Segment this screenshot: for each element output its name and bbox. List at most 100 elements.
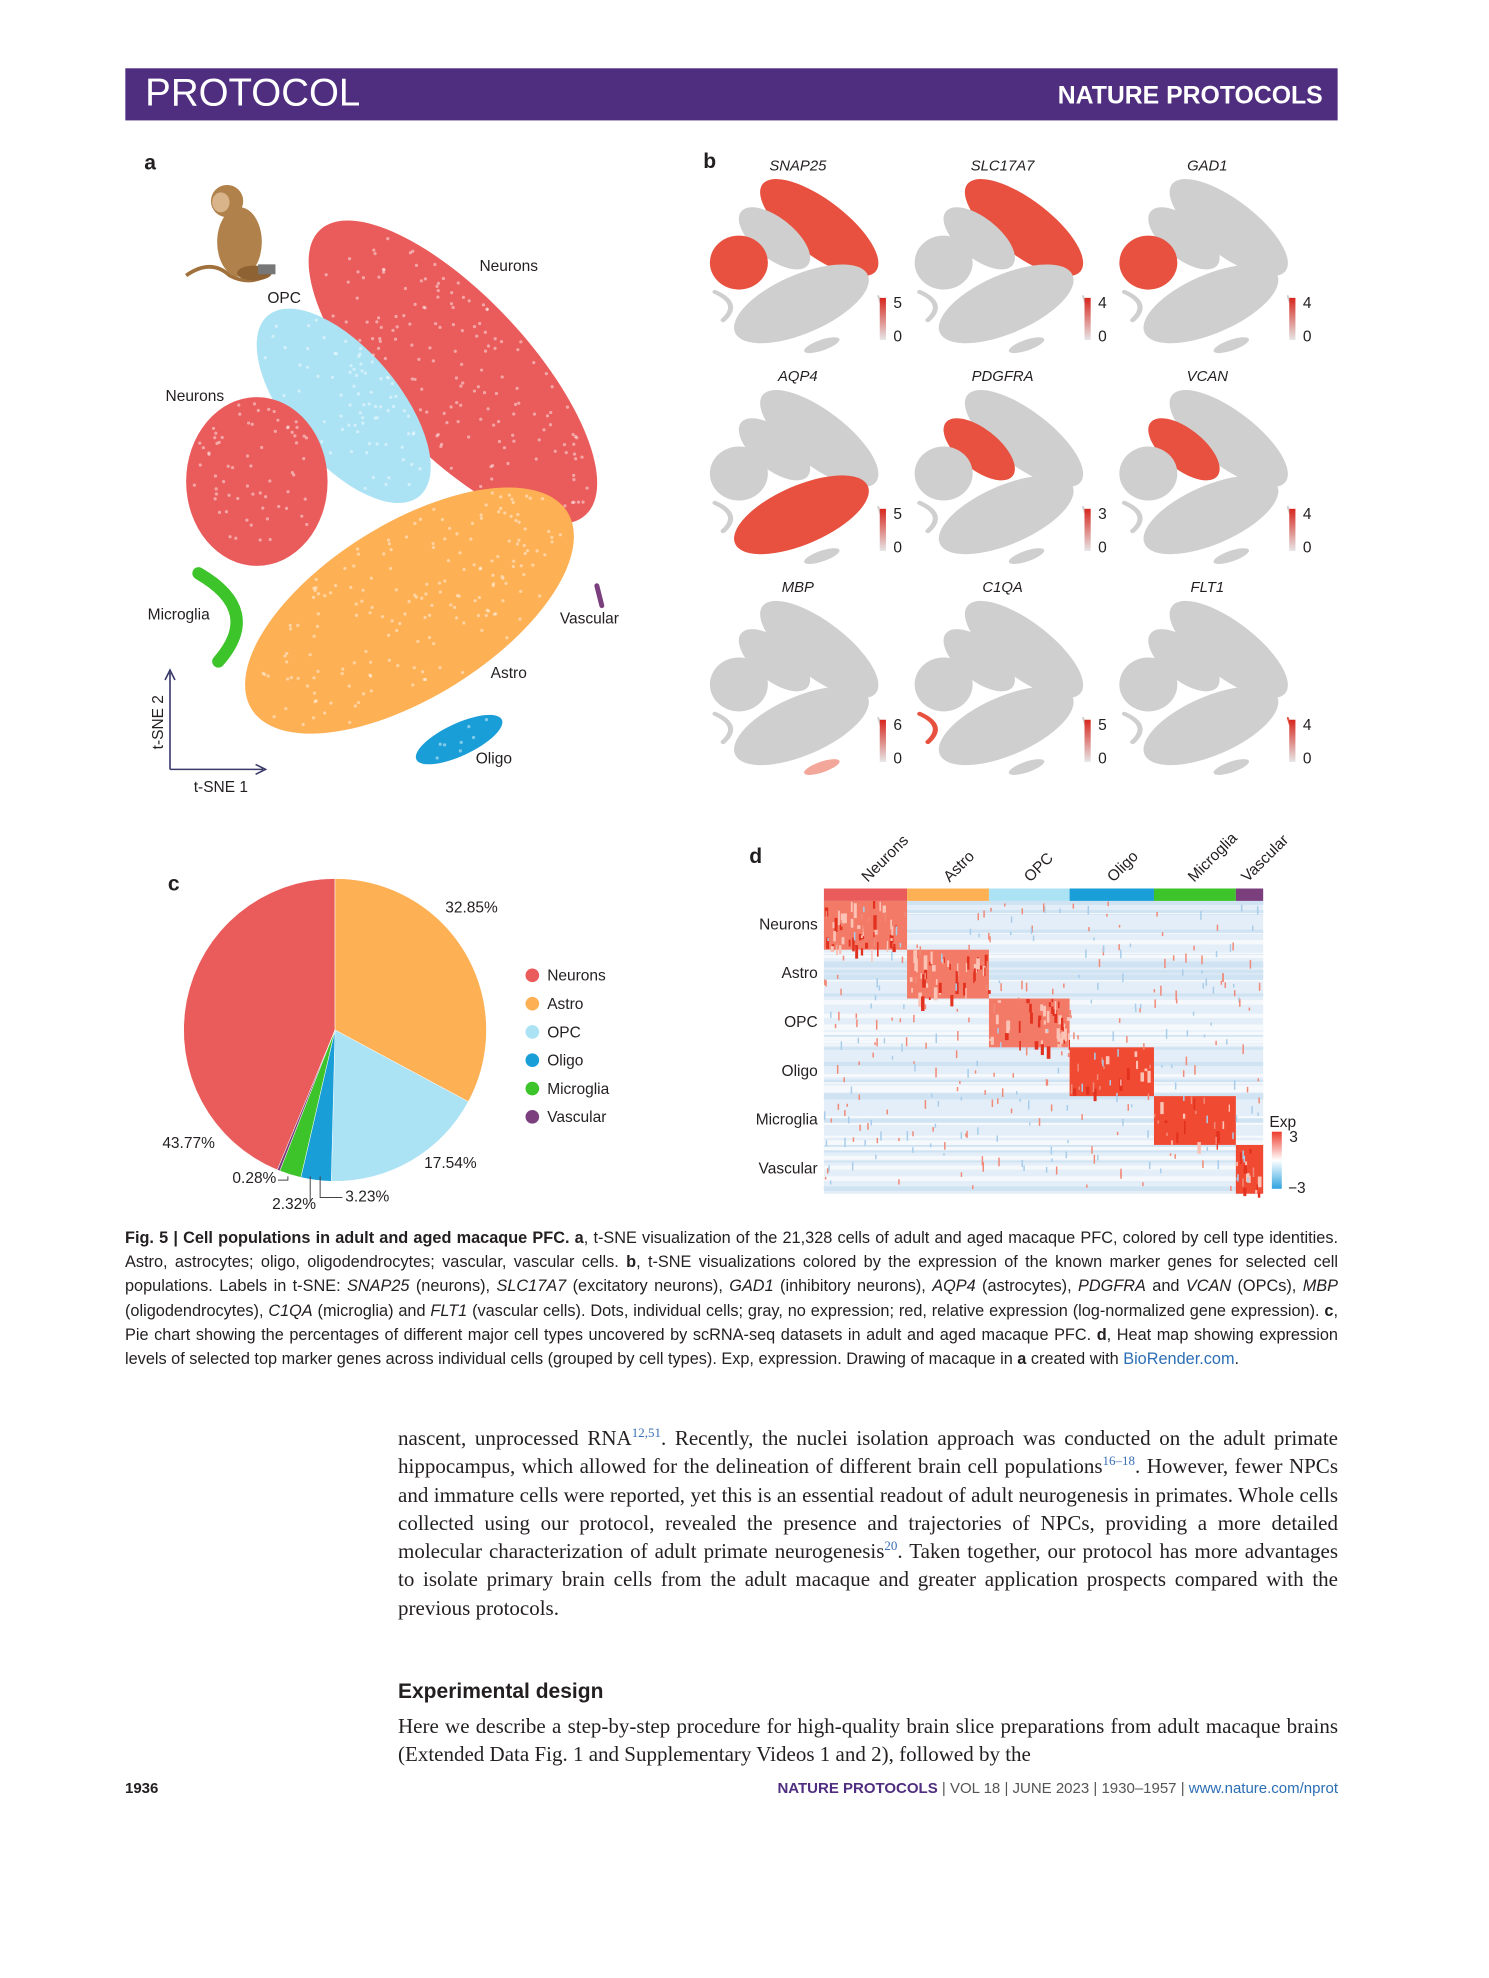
cell-cluster xyxy=(943,629,1015,692)
heatmap-texture xyxy=(1118,1018,1121,1023)
text-run: SLC17A7 xyxy=(496,1277,567,1296)
texture-dot xyxy=(414,263,419,267)
heatmap-texture xyxy=(835,945,839,956)
heatmap-texture xyxy=(1217,1160,1220,1170)
cell-cluster xyxy=(192,567,243,668)
heatmap-texture xyxy=(871,948,873,962)
heatmap-texture xyxy=(1045,1079,1048,1086)
texture-dot xyxy=(283,654,287,658)
heatmap-texture xyxy=(852,937,855,952)
cell-cluster xyxy=(760,389,879,488)
texture-dot xyxy=(565,405,570,409)
texture-dot xyxy=(497,510,501,514)
heatmap-texture xyxy=(1243,1187,1247,1197)
texture-dot xyxy=(354,613,359,617)
texture-dot xyxy=(436,281,441,286)
heatmap-texture xyxy=(1040,1004,1044,1011)
texture-dot xyxy=(423,677,428,682)
heatmap-texture xyxy=(1097,1154,1099,1161)
heatmap-texture xyxy=(1023,1165,1025,1171)
heatmap-texture xyxy=(848,939,851,947)
texture-dot xyxy=(455,401,459,405)
texture-dot xyxy=(407,599,411,604)
column-band xyxy=(988,888,1070,901)
figure-caption: Fig. 5 | Cell populations in adult and a… xyxy=(125,1226,1338,1371)
texture-dot xyxy=(353,423,357,427)
texture-dot xyxy=(292,473,296,477)
cell-cluster xyxy=(709,446,768,501)
heatmap-texture xyxy=(1175,998,1178,1004)
texture-dot xyxy=(385,375,389,379)
texture-dot xyxy=(573,457,578,461)
texture-dot xyxy=(339,393,343,397)
texture-dot xyxy=(436,432,440,437)
heatmap-texture xyxy=(918,992,922,1007)
heatmap-texture xyxy=(1015,1090,1018,1095)
texture-dot xyxy=(213,436,217,440)
heatmap-texture xyxy=(1091,1146,1093,1154)
texture-dot xyxy=(500,574,504,579)
heatmap-texture xyxy=(1232,1132,1234,1140)
heatmap-texture xyxy=(935,1067,937,1078)
texture-dot xyxy=(258,491,262,495)
heatmap-texture xyxy=(1061,1017,1064,1030)
heatmap-texture xyxy=(1190,1096,1193,1105)
texture-dot xyxy=(450,291,454,295)
heatmap-texture xyxy=(853,903,857,919)
texture-dot xyxy=(475,334,479,338)
texture-dot xyxy=(288,623,292,628)
cell-cluster xyxy=(1169,179,1288,277)
heatmap-texture xyxy=(1251,1106,1253,1114)
text-run: (astrocytes), xyxy=(975,1277,1079,1296)
heatmap-texture xyxy=(829,1180,832,1185)
heatmap-texture xyxy=(1212,986,1215,994)
heatmap-texture xyxy=(1161,932,1164,937)
heatmap-texture xyxy=(1156,911,1158,917)
heatmap-texture xyxy=(1182,969,1184,976)
texture-dot xyxy=(402,409,407,413)
text-run: b xyxy=(626,1253,637,1272)
texture-dot xyxy=(314,577,318,582)
texture-dot xyxy=(215,441,219,445)
texture-dot xyxy=(282,393,286,398)
heatmap-texture xyxy=(1216,924,1219,931)
heatmap-texture xyxy=(858,1061,860,1066)
texture-dot xyxy=(453,349,457,353)
heatmap-texture xyxy=(1040,1044,1044,1056)
texture-dot xyxy=(562,442,567,447)
heatmap-texture xyxy=(901,956,904,963)
texture-dot xyxy=(389,566,393,571)
heatmap-stripe xyxy=(823,1143,1264,1147)
heatmap-texture xyxy=(1149,1064,1151,1069)
heatmap-texture xyxy=(932,1127,934,1132)
footer-url[interactable]: www.nature.com/nprot xyxy=(1188,1780,1338,1797)
heatmap-texture xyxy=(935,978,938,985)
heatmap-texture xyxy=(1038,1118,1041,1126)
cell-cluster xyxy=(917,500,938,534)
texture-dot xyxy=(454,616,459,620)
text-run[interactable]: BioRender.com xyxy=(1123,1350,1235,1369)
heatmap-texture xyxy=(915,976,917,984)
texture-dot xyxy=(534,457,538,461)
heatmap-texture xyxy=(1164,1120,1168,1124)
texture-dot xyxy=(394,588,398,592)
colorbar-max: 5 xyxy=(893,506,902,523)
heatmap-texture xyxy=(1135,1008,1137,1013)
heatmap-texture xyxy=(875,1019,878,1030)
texture-dot xyxy=(249,523,253,527)
texture-dot xyxy=(356,552,360,556)
heatmap-texture xyxy=(883,1038,886,1044)
texture-dot xyxy=(245,518,249,522)
texture-dot xyxy=(348,720,352,725)
texture-dot xyxy=(432,641,436,646)
cell-cluster xyxy=(1119,657,1178,712)
heatmap-texture xyxy=(997,1098,999,1104)
texture-dot xyxy=(314,586,318,590)
heatmap-texture xyxy=(914,960,918,972)
texture-dot xyxy=(423,615,427,620)
text-run: a xyxy=(574,1229,584,1247)
row-label: OPC xyxy=(784,1014,818,1031)
heatmap-texture xyxy=(1232,983,1235,988)
heatmap-texture xyxy=(930,951,933,965)
